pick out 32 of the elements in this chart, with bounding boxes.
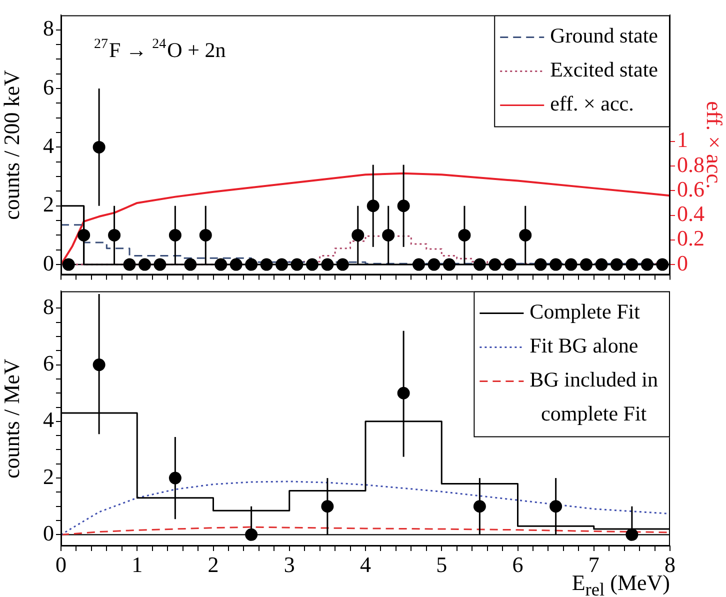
x-tick-label: 7 [588,552,600,577]
legend-label: Complete Fit [530,300,640,324]
y2-tick-label: 0.2 [677,226,704,251]
y-tick-label: 2 [43,192,54,217]
x-tick-label: 4 [360,552,371,577]
x-tick-label: 8 [664,552,676,577]
legend-label: Ground state [550,24,658,48]
y2-tick-label: 0 [677,250,688,276]
x-tick-label: 5 [436,552,448,577]
y-tick-label: 8 [43,294,54,319]
x-tick-label: 6 [512,552,524,577]
y-tick-label: 4 [43,407,54,432]
y-tick-label: 2 [43,464,54,489]
legend-label: BG included in complete Fit [530,368,658,426]
y2-tick-label: 1 [677,127,688,152]
legend-label: Fit BG alone [530,334,638,358]
x-tick-label: 1 [132,552,143,577]
y-axis-title: counts / 200 keV [0,70,24,220]
y-axis-title: counts / MeV [0,358,24,478]
x-tick-label: 3 [284,552,295,577]
y-tick-label: 0 [43,250,54,276]
y-tick-label: 4 [43,132,54,158]
legend-label: Excited state [550,58,658,82]
y-tick-label: 8 [43,16,54,41]
y2-tick-label: 0.6 [677,176,704,202]
y-tick-label: 0 [43,520,54,546]
x-tick-label: 2 [208,552,219,577]
y-tick-label: 6 [43,74,54,100]
y2-tick-label: 0.8 [677,152,704,177]
legend-label: eff. × acc. [550,92,634,116]
y-tick-label: 6 [43,350,54,376]
y2-tick-label: 0.4 [677,201,704,226]
